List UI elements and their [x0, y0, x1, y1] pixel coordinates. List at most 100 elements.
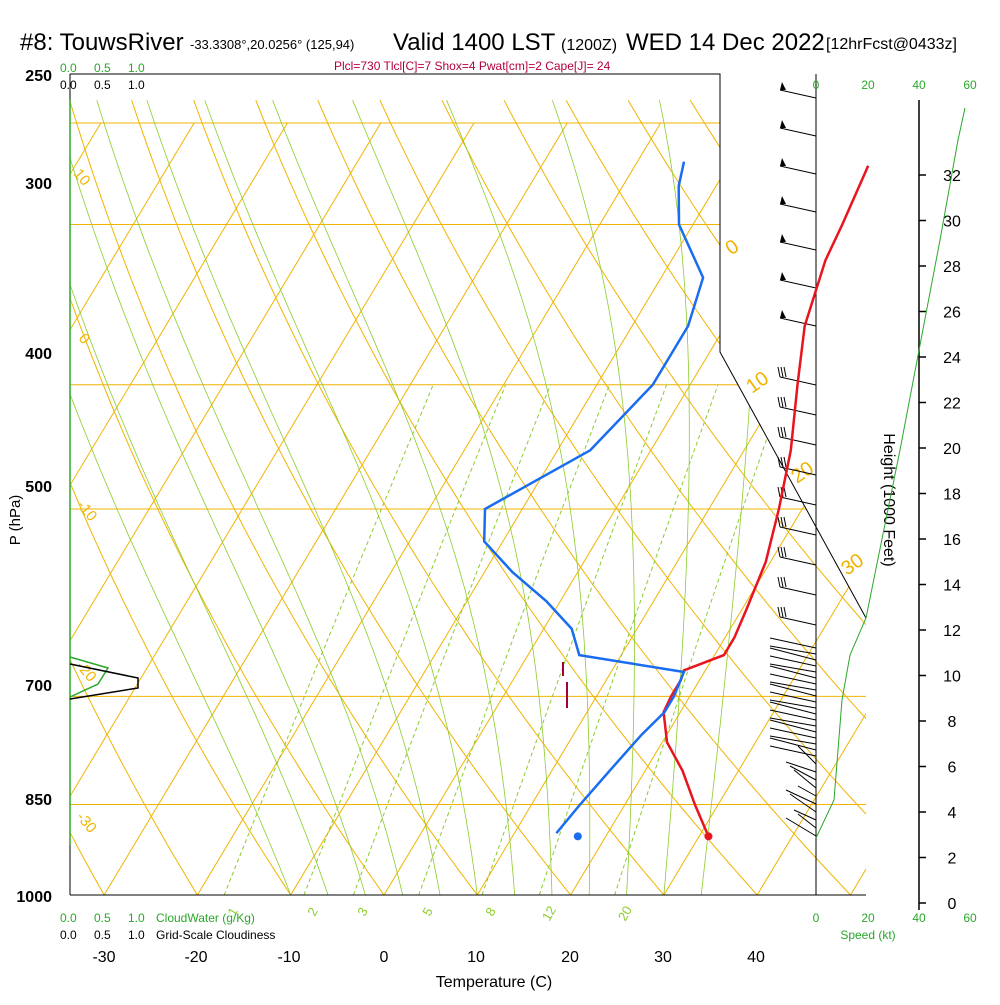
moist-adiabat-line [53, 100, 366, 895]
speed-tick-label: 60 [963, 78, 977, 92]
temperature-line [664, 166, 869, 837]
temperature-axis-label: Temperature (C) [436, 974, 552, 991]
isotherm-label: 0 [75, 330, 93, 347]
speed-tick-label: 20 [861, 78, 875, 92]
wind-barb-flag [780, 310, 786, 318]
temperature-tick-label: -10 [277, 949, 300, 966]
wind-barb-staff [780, 128, 816, 136]
wind-barb-feather [781, 607, 783, 617]
dry-adiabat-line [0, 100, 291, 895]
mixing-ratio-label: 3 [354, 905, 371, 919]
wind-barb [794, 810, 816, 820]
wind-barb-staff [780, 166, 816, 174]
wind-barb-feather [784, 457, 786, 467]
speed-tick-label: 60 [963, 911, 977, 925]
wind-barb-flag [780, 234, 786, 242]
wind-barb-feather [781, 547, 783, 557]
dry-adiabat-line [814, 100, 1000, 895]
wind-barb-staff [780, 557, 816, 565]
background-labels: 10 0 -10 -20 -30 0 10 20 30 1 2 3 5 8 12… [70, 166, 868, 924]
wind-barb-staff [780, 204, 816, 212]
plot-frame-top [70, 74, 866, 618]
height-tick-label: 16 [943, 532, 961, 549]
cloudwater-label: CloudWater (g/Kg) [156, 911, 255, 925]
dry-adiabat-line [504, 100, 1000, 895]
wind-barb [778, 607, 816, 625]
wind-barb-feather [778, 607, 780, 617]
moist-adiabat-line [273, 100, 515, 895]
cloud-tick-label: 0.5 [94, 61, 111, 75]
station-title: #8: TouwsRiver [20, 29, 184, 56]
zulu-time: (1200Z) [561, 37, 617, 54]
valid-time: Valid 1400 LST [393, 29, 556, 56]
dry-adiabat-label: 10 [742, 367, 773, 398]
dry-adiabat-line [318, 100, 851, 895]
dry-adiabat-label: 0 [721, 235, 743, 259]
mixing-ratio-line [353, 385, 550, 895]
station-coords: -33.3308°,20.0256° (125,94) [190, 37, 354, 52]
height-tick-label: 26 [943, 305, 961, 322]
wind-barb-staff [780, 497, 816, 505]
wind-barb-feather [778, 397, 780, 407]
pressure-tick-label: 850 [25, 792, 52, 809]
temperature-tick-label: 30 [654, 949, 672, 966]
wind-barb [780, 120, 816, 136]
wind-barb [780, 234, 816, 250]
pressure-tick-label: 500 [25, 479, 52, 496]
wind-barb-feather [784, 427, 786, 437]
wind-barb [786, 818, 816, 836]
wind-barb-staff [770, 674, 816, 684]
wind-barb-staff [780, 407, 816, 415]
wind-barb [770, 656, 816, 666]
wind-barb-staff [794, 810, 816, 820]
height-tick-label: 28 [943, 259, 961, 276]
wind-barb-flag [780, 120, 786, 128]
mixing-ratio-label: 2 [304, 905, 321, 919]
wind-barb [780, 310, 816, 326]
height-tick-label: 24 [943, 350, 961, 367]
wind-barb [770, 728, 816, 738]
wind-barb-staff [780, 527, 816, 535]
isotherm-line [851, 123, 1000, 895]
forecast-info: [12hrFcst@0433z] [826, 36, 957, 53]
height-tick-label: 22 [943, 396, 961, 413]
cloudiness-label: Grid-Scale Cloudiness [156, 928, 275, 942]
height-tick-label: 2 [948, 851, 957, 868]
pressure-tick-label: 400 [25, 346, 52, 363]
moist-adiabat-line [701, 100, 757, 895]
cloud-scale-labels: 0.0 0.5 1.0 0.0 0.5 1.0 0.0 0.5 1.0 Clou… [60, 61, 275, 942]
dry-adiabat-line [442, 100, 1000, 895]
background-lines [0, 100, 1000, 895]
temperature-tick-label: 20 [561, 949, 579, 966]
wind-barb-staff [780, 587, 816, 595]
height-tick-label: 30 [943, 214, 961, 231]
mixing-ratio-label: 8 [482, 905, 499, 919]
wind-barb [780, 196, 816, 212]
wind-barb-feather [784, 547, 786, 557]
height-tick-label: 4 [948, 805, 957, 822]
cloud-tick-label: 0.5 [94, 911, 111, 925]
mixing-ratio-line [304, 385, 506, 895]
temperature-tick-label: 40 [747, 949, 765, 966]
wind-barb [794, 770, 816, 788]
surface-dewpoint-point [574, 832, 582, 840]
mixing-ratio-label: 12 [539, 903, 559, 923]
speed-tick-label: 40 [912, 78, 926, 92]
cloud-tick-label: 0.0 [60, 78, 77, 92]
cloud-tick-label: 1.0 [128, 911, 145, 925]
mixing-ratio-label: 20 [615, 903, 635, 923]
wind-barb-staff [770, 710, 816, 720]
wind-barb-staff [780, 437, 816, 445]
wind-barb-staff [786, 762, 816, 772]
pressure-axis-label: P (hPa) [7, 495, 24, 546]
wind-barb-feather [778, 577, 780, 587]
temperature-tick-label: 10 [467, 949, 485, 966]
wind-barb-feather [781, 517, 783, 527]
cloud-tick-label: 0.0 [60, 911, 77, 925]
height-tick-label: 0 [948, 896, 957, 913]
wind-barb [778, 427, 816, 445]
wind-barb [780, 158, 816, 174]
moist-adiabat-line [13, 100, 328, 895]
